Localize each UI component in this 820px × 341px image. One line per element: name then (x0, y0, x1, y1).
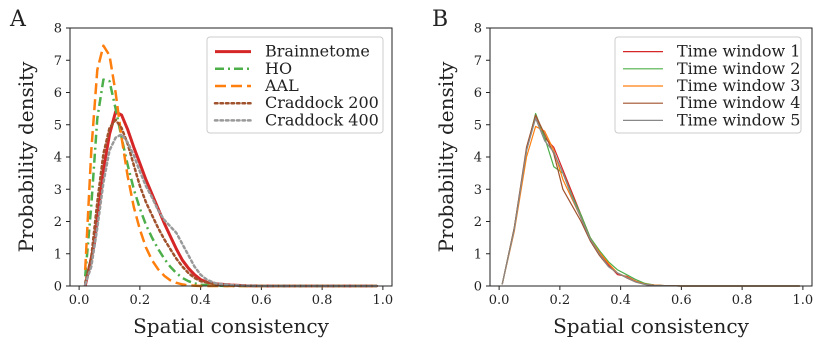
legend-label-b-2: Time window 2 (677, 59, 800, 78)
y-tick-label-a: 8 (54, 22, 62, 37)
y-tick-label-a: 1 (54, 247, 62, 262)
panel-a: A 0.0 0.2 0.4 0.6 0.8 1.0 0 1 2 3 4 5 6 7 8 Spatial c… (9, 7, 393, 338)
x-tick-label-a: 0.2 (130, 293, 151, 308)
y-tick-label-a: 3 (54, 183, 62, 198)
y-tick-label-a: 4 (54, 151, 62, 166)
panel-label-a: A (9, 7, 27, 32)
x-tick-label-a: 0.8 (312, 293, 333, 308)
x-axis-title-a: Spatial consistency (133, 314, 330, 338)
x-tick-label-a: 0.4 (190, 293, 211, 308)
x-tick-label-b: 0.8 (732, 293, 753, 308)
x-tick-label-a: 0.0 (69, 293, 90, 308)
y-axis-title-a: Probability density (14, 61, 38, 253)
x-axis-title-b: Spatial consistency (553, 314, 750, 338)
x-tick-label-a: 0.6 (251, 293, 272, 308)
legend-label-a-5: Craddock 400 (265, 110, 379, 129)
series-line-a-1 (85, 112, 377, 286)
legend-label-a-1: Brainnetome (265, 42, 370, 61)
series-line-b-5 (502, 118, 800, 286)
x-ticks-a: 0.0 0.2 0.4 0.6 0.8 1.0 (69, 286, 393, 308)
y-tick-label-b: 7 (474, 54, 482, 69)
series-line-b-1 (502, 115, 800, 286)
y-tick-label-a: 6 (54, 86, 62, 101)
legend-label-b-5: Time window 5 (677, 110, 800, 129)
y-tick-label-b: 6 (474, 86, 482, 101)
y-ticks-a: 0 1 2 3 4 5 6 7 8 (54, 22, 70, 295)
legend-label-b-1: Time window 1 (677, 42, 800, 61)
legend-label-b-4: Time window 4 (677, 93, 800, 112)
series-line-b-3 (502, 126, 800, 286)
x-tick-label-b: 0.2 (550, 293, 571, 308)
y-tick-label-b: 0 (474, 280, 482, 295)
panel-b: B 0.0 0.2 0.4 0.6 0.8 1.0 0 1 2 3 4 5 6 7 8 Spatial c… (432, 7, 813, 338)
x-ticks-b: 0.0 0.2 0.4 0.6 0.8 1.0 (489, 286, 813, 308)
x-tick-label-b: 0.0 (489, 293, 510, 308)
y-tick-label-b: 1 (474, 247, 482, 262)
y-tick-label-b: 4 (474, 151, 482, 166)
x-tick-label-b: 0.4 (610, 293, 631, 308)
y-tick-label-b: 5 (474, 118, 482, 133)
x-tick-label-b: 0.6 (671, 293, 692, 308)
legend-label-b-3: Time window 3 (677, 76, 800, 95)
x-tick-label-a: 1.0 (373, 293, 394, 308)
panel-label-b: B (432, 7, 448, 32)
legend-label-a-3: AAL (264, 76, 299, 95)
x-tick-label-b: 1.0 (793, 293, 814, 308)
legend-label-a-4: Craddock 200 (265, 93, 379, 112)
y-tick-label-a: 5 (54, 118, 62, 133)
y-tick-label-b: 8 (474, 22, 482, 37)
legend-label-a-2: HO (265, 59, 292, 78)
y-tick-label-a: 2 (54, 215, 62, 230)
y-tick-label-b: 2 (474, 215, 482, 230)
y-tick-label-a: 0 (54, 280, 62, 295)
y-tick-label-b: 3 (474, 183, 482, 198)
y-axis-title-b: Probability density (434, 61, 458, 253)
y-tick-label-a: 7 (54, 54, 62, 69)
y-ticks-b: 0 1 2 3 4 5 6 7 8 (474, 22, 490, 295)
series-group-b (502, 114, 800, 287)
series-line-a-5 (85, 134, 377, 286)
